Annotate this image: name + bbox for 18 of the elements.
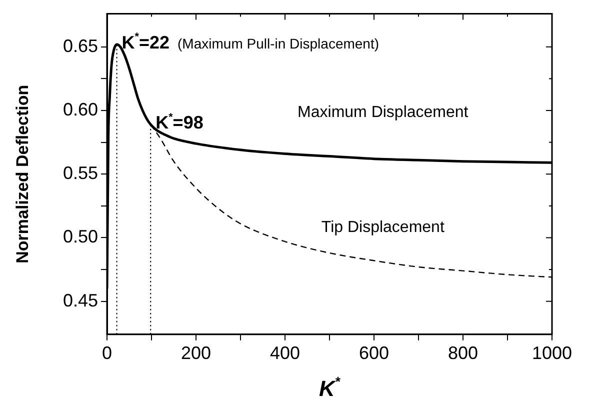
- series-label: Tip Displacement: [321, 218, 445, 236]
- y-tick-label: 0.55: [62, 163, 98, 184]
- x-tick-label: 1000: [532, 343, 572, 364]
- annotation: (Maximum Pull-in Displacement): [178, 35, 380, 52]
- x-tick-label: 0: [102, 343, 112, 364]
- y-tick-label: 0.65: [62, 36, 98, 56]
- x-tick-label: 200: [180, 343, 212, 364]
- annotation: K*=98: [156, 111, 204, 132]
- y-axis-title: Normalized Deflection: [13, 84, 32, 264]
- text: Maximum Displacement: [298, 104, 469, 122]
- x-tick-label: 400: [270, 343, 300, 364]
- x-tick-label: 600: [358, 343, 390, 364]
- x-tick-label: 800: [448, 343, 478, 364]
- y-tick-label: 0.60: [62, 99, 98, 120]
- y-tick-label: 0.45: [62, 290, 98, 310]
- y-tick-label: 0.50: [62, 226, 98, 247]
- annotation: K*=22: [122, 31, 170, 52]
- x-axis-title: K*: [318, 374, 341, 400]
